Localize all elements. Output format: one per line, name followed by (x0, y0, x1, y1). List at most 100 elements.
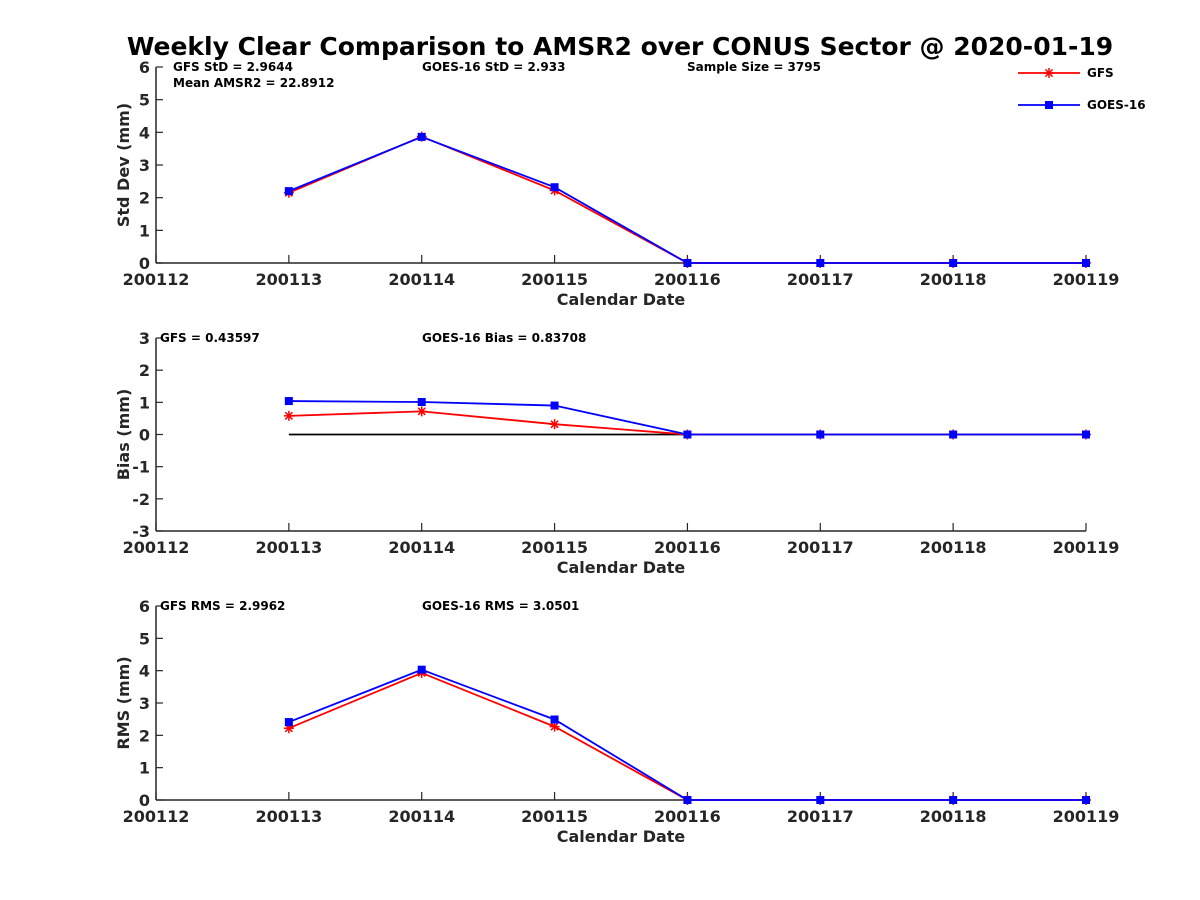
x-tick-label: 200118 (920, 538, 987, 557)
y-tick-label: 6 (139, 597, 150, 616)
y-tick-label: 1 (139, 221, 150, 240)
point-goes-16 (417, 132, 426, 141)
x-tick-label: 200117 (787, 270, 854, 289)
point-goes-16 (550, 183, 559, 192)
point-goes-16 (550, 401, 559, 410)
point-goes-16 (816, 430, 825, 439)
point-goes-16 (284, 187, 293, 196)
x-tick-label: 200115 (521, 807, 588, 826)
annotation: GFS StD = 2.9644 (173, 60, 293, 74)
series-gfs (283, 131, 1091, 268)
x-tick-label: 200118 (920, 270, 987, 289)
point-goes-16 (284, 397, 293, 406)
point-goes-16 (949, 796, 958, 804)
x-tick-label: 200114 (388, 270, 455, 289)
series-line-goes-16 (288, 400, 1086, 436)
point-gfs-d2 (417, 407, 426, 416)
x-tick-label: 200116 (654, 538, 721, 557)
x-tick-label: 200118 (920, 807, 987, 826)
point-gfs (283, 410, 294, 421)
legend-label: GFS (1087, 66, 1114, 80)
y-tick-label: 0 (139, 254, 150, 273)
y-tick-label: 4 (139, 662, 150, 681)
x-tick-label: 200116 (654, 807, 721, 826)
chart-title: Weekly Clear Comparison to AMSR2 over CO… (127, 32, 1113, 61)
point-gfs-d2 (550, 420, 559, 429)
annotation: GOES-16 Bias = 0.83708 (422, 331, 586, 345)
y-tick-label: 6 (139, 58, 150, 77)
point-goes-16 (417, 398, 426, 407)
legend: GFS GOES-16 (1018, 66, 1146, 112)
panel-1: 0 1 2 3 4 5 6 200112 200113 200114 200115 200116 200… (114, 58, 1119, 309)
annotation: Sample Size = 3795 (687, 60, 821, 74)
point-goes-16 (1082, 259, 1090, 267)
panel-2: -3 -2 -1 0 1 2 3 200112 200113 200114 200115 200116… (114, 329, 1119, 577)
point-goes-16 (816, 796, 825, 804)
x-tick-label: 200114 (388, 807, 455, 826)
legend-marker (1044, 68, 1054, 78)
x-tick-label: 200113 (255, 270, 322, 289)
y-tick-label: 4 (139, 123, 150, 142)
panel-3: 0 1 2 3 4 5 6 200112 200113 200114 200115 200116 200… (114, 597, 1119, 846)
point-goes-16 (1082, 796, 1090, 804)
point-gfs-d2 (550, 722, 559, 731)
series-line-goes-16 (288, 668, 1086, 801)
x-tick-label: 200117 (787, 538, 854, 557)
annotation: Mean AMSR2 = 22.8912 (173, 76, 334, 90)
point-gfs (549, 419, 560, 430)
point-goes-16 (417, 665, 426, 674)
series-goes-16 (284, 397, 1090, 439)
x-tick-label: 200116 (654, 270, 721, 289)
x-axis-label: Calendar Date (557, 558, 686, 577)
y-tick-label: 3 (139, 156, 150, 175)
legend-entry-gfs: GFS (1018, 66, 1114, 80)
point-goes-16 (284, 718, 293, 727)
legend-entry-goes-16: GOES-16 (1018, 98, 1146, 112)
legend-marker-d2 (1044, 68, 1054, 78)
y-tick-label: 3 (139, 694, 150, 713)
y-axis-label: Bias (mm) (114, 389, 133, 481)
series-line-gfs (288, 135, 1086, 264)
x-tick-label: 200113 (255, 538, 322, 557)
point-goes-16 (683, 259, 692, 267)
series-goes-16 (284, 665, 1090, 804)
y-tick-label: 3 (139, 329, 150, 348)
y-tick-label: 2 (139, 726, 150, 745)
x-tick-label: 200119 (1053, 538, 1120, 557)
point-goes-16 (949, 430, 958, 439)
y-axis-label: RMS (mm) (114, 656, 133, 749)
x-axis-label: Calendar Date (557, 290, 686, 309)
y-tick-label: 5 (139, 629, 150, 648)
y-tick-label: 2 (139, 189, 150, 208)
x-tick-label: 200114 (388, 538, 455, 557)
x-tick-label: 200115 (521, 270, 588, 289)
x-tick-label: 200112 (123, 807, 190, 826)
annotation: GOES-16 StD = 2.933 (422, 60, 565, 74)
annotation: GFS = 0.43597 (160, 331, 260, 345)
point-goes-16 (949, 259, 958, 267)
x-tick-label: 200119 (1053, 807, 1120, 826)
x-tick-label: 200117 (787, 807, 854, 826)
y-tick-label: 1 (139, 759, 150, 778)
y-tick-label: -2 (132, 490, 150, 509)
point-goes-16 (683, 796, 692, 804)
x-tick-label: 200112 (123, 538, 190, 557)
y-tick-label: 0 (139, 791, 150, 810)
point-goes-16 (683, 430, 692, 439)
y-tick-label: 5 (139, 91, 150, 110)
y-tick-label: 2 (139, 361, 150, 380)
series-line-gfs (288, 671, 1086, 801)
annotation: GFS RMS = 2.9962 (160, 599, 285, 613)
point-gfs (549, 721, 560, 732)
series-goes-16 (284, 132, 1090, 267)
x-tick-label: 200115 (521, 538, 588, 557)
series-gfs (283, 667, 1091, 805)
y-tick-label: -1 (132, 458, 150, 477)
y-axis-label: Std Dev (mm) (114, 103, 133, 227)
point-gfs (416, 406, 427, 417)
point-goes-16 (1082, 430, 1090, 439)
x-tick-label: 200112 (123, 270, 190, 289)
annotation: GOES-16 RMS = 3.0501 (422, 599, 579, 613)
y-tick-label: 1 (139, 393, 150, 412)
